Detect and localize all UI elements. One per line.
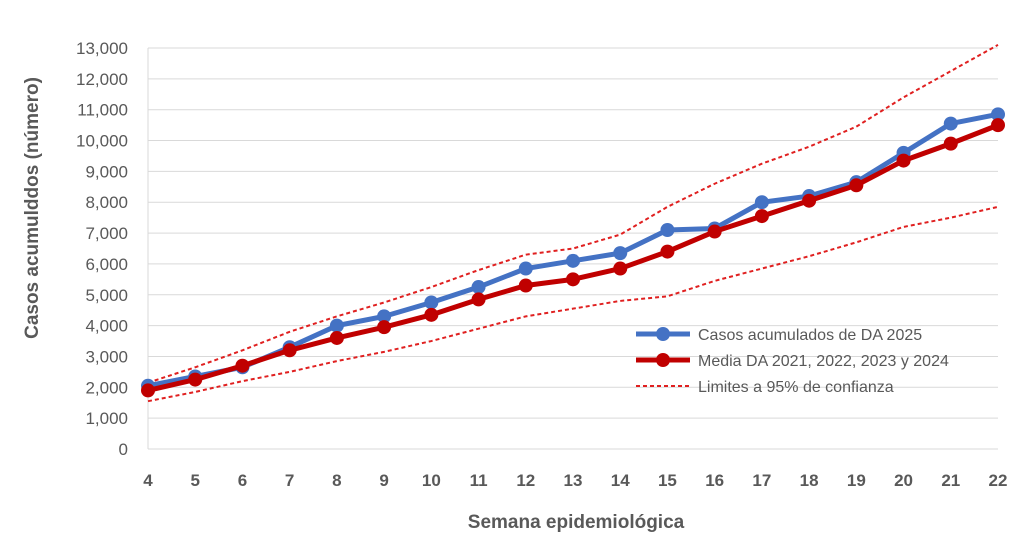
series-2025-point bbox=[754, 195, 769, 210]
x-tick-label: 11 bbox=[470, 471, 488, 490]
series-mean-point bbox=[849, 178, 864, 193]
series-mean-point bbox=[377, 320, 392, 335]
y-tick-label: 9,000 bbox=[85, 162, 128, 181]
x-tick-label: 5 bbox=[190, 471, 199, 490]
y-axis-title: Casos acumulddos (número) bbox=[22, 77, 43, 339]
x-tick-label: 21 bbox=[941, 471, 960, 490]
series-2025-line bbox=[147, 111, 999, 389]
legend-marker bbox=[656, 353, 670, 367]
y-tick-label: 6,000 bbox=[85, 255, 128, 274]
series-2025-point bbox=[943, 116, 958, 131]
x-tick-label: 17 bbox=[752, 471, 771, 490]
x-tick-label: 8 bbox=[332, 471, 341, 490]
legend-label: Casos acumulados de DA 2025 bbox=[698, 327, 922, 344]
y-tick-label: 12,000 bbox=[76, 70, 128, 89]
x-tick-label: 19 bbox=[847, 471, 866, 490]
series-mean-point bbox=[991, 118, 1005, 133]
series-mean-point bbox=[471, 292, 486, 307]
series-2025-point bbox=[518, 261, 533, 276]
legend-label: Media DA 2021, 2022, 2023 y 2024 bbox=[698, 353, 949, 370]
series-2025-point bbox=[991, 107, 1005, 122]
series-2025-point bbox=[471, 280, 486, 295]
series-mean-point bbox=[235, 358, 250, 373]
y-tick-label: 11,000 bbox=[77, 101, 128, 120]
y-tick-label: 13,000 bbox=[76, 39, 128, 58]
x-tick-label: 18 bbox=[800, 471, 819, 490]
y-tick-label: 5,000 bbox=[85, 286, 128, 305]
x-tick-labels: 4 5 6 7 8 9 10 11 12 13 14 15 16 17 18 19 20 21 22 bbox=[143, 471, 1007, 490]
legend: Casos acumulados de DA 2025 Media DA 2021… bbox=[636, 327, 949, 396]
confidence-limit-line bbox=[147, 205, 999, 403]
series-mean-point bbox=[896, 153, 911, 168]
x-tick-label: 20 bbox=[894, 471, 913, 490]
y-tick-label: 7,000 bbox=[85, 224, 128, 243]
y-tick-label: 2,000 bbox=[85, 378, 128, 397]
series-mean-point bbox=[754, 209, 769, 224]
series-mean-point bbox=[518, 278, 533, 293]
series-layer bbox=[141, 44, 1005, 403]
y-tick-labels: 0 1,000 2,000 3,000 4,000 5,000 6,000 7,000 8,00… bbox=[76, 39, 128, 459]
series-2025-point bbox=[660, 222, 675, 237]
y-tick-label: 4,000 bbox=[85, 317, 128, 336]
y-tick-label: 1,000 bbox=[85, 409, 128, 428]
series-mean-point bbox=[613, 261, 628, 276]
y-tick-label: 10,000 bbox=[76, 132, 128, 151]
x-tick-label: 22 bbox=[989, 471, 1008, 490]
x-axis-title: Semana epidemiológica bbox=[468, 512, 685, 533]
series-mean-point bbox=[943, 136, 958, 151]
legend-marker bbox=[656, 327, 670, 341]
x-tick-label: 4 bbox=[143, 471, 153, 490]
series-mean-point bbox=[424, 307, 439, 322]
y-tick-label: 0 bbox=[119, 440, 128, 459]
series-mean-point bbox=[282, 343, 297, 358]
y-tick-label: 3,000 bbox=[85, 347, 128, 366]
x-tick-label: 10 bbox=[422, 471, 441, 490]
series-2025-point bbox=[377, 309, 392, 324]
x-tick-label: 13 bbox=[564, 471, 583, 490]
series-2025-point bbox=[329, 318, 344, 333]
series-mean-point bbox=[707, 224, 722, 239]
confidence-limit-line bbox=[147, 44, 999, 384]
x-tick-label: 14 bbox=[611, 471, 630, 490]
series-mean-point bbox=[802, 193, 817, 208]
y-tick-label: 8,000 bbox=[85, 193, 128, 212]
x-tick-label: 6 bbox=[238, 471, 247, 490]
x-tick-label: 9 bbox=[379, 471, 388, 490]
series-mean-point bbox=[141, 383, 155, 398]
x-tick-label: 7 bbox=[285, 471, 294, 490]
series-mean-point bbox=[660, 244, 675, 259]
series-2025-point bbox=[613, 246, 628, 261]
series-mean-point bbox=[188, 372, 203, 387]
x-tick-label: 15 bbox=[658, 471, 677, 490]
x-tick-label: 12 bbox=[516, 471, 535, 490]
x-tick-label: 16 bbox=[705, 471, 724, 490]
series-2025-point bbox=[424, 295, 439, 310]
legend-label: Limites a 95% de confianza bbox=[698, 379, 894, 396]
series-2025-point bbox=[566, 253, 580, 268]
series-mean-point bbox=[566, 272, 580, 287]
series-mean-point bbox=[329, 330, 344, 345]
